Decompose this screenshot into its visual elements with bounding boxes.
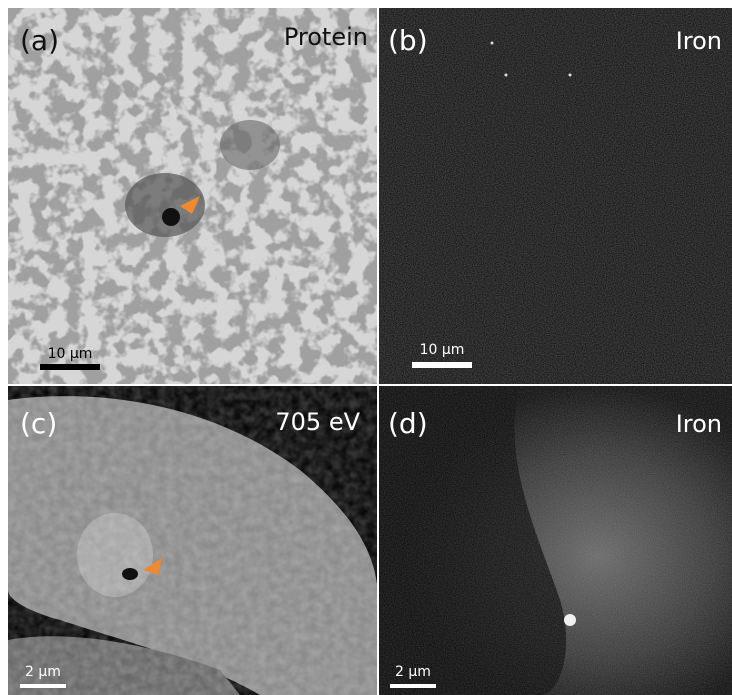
scale-bar-label: 10 µm (420, 342, 465, 358)
panel-label: (a) (20, 24, 59, 57)
scale-bar (412, 362, 472, 368)
panel-label: (c) (20, 407, 57, 440)
scale-bar (390, 684, 436, 688)
panel-b: (b) Iron 10 µm (378, 8, 732, 384)
scale-bar-label: 2 µm (25, 664, 61, 680)
panel-c: (c) 705 eV 2 µm (8, 386, 378, 695)
scale-bar-label: 2 µm (395, 664, 431, 680)
iron-spot (505, 74, 508, 77)
scale-bar-label: 10 µm (48, 346, 93, 362)
particle (122, 568, 138, 580)
panel-label: (d) (388, 407, 428, 440)
panel-d: (d) Iron 2 µm (378, 386, 732, 695)
figure: (a) Protein 10 µm (b) Iron 10 µm (c) 705… (0, 0, 732, 695)
image-noise (378, 8, 732, 384)
scale-bar (40, 364, 100, 370)
iron-spot (564, 614, 576, 626)
iron-spot (491, 42, 494, 45)
tissue (220, 120, 280, 170)
panel-title: Iron (676, 410, 722, 438)
panel-title: Protein (284, 23, 368, 51)
particle (162, 208, 180, 226)
panel-label: (b) (388, 24, 428, 57)
panel-a: (a) Protein 10 µm (8, 8, 378, 384)
panel-title: Iron (676, 27, 722, 55)
scale-bar (20, 684, 66, 688)
panel-title: 705 eV (275, 408, 360, 436)
iron-spot (569, 74, 572, 77)
